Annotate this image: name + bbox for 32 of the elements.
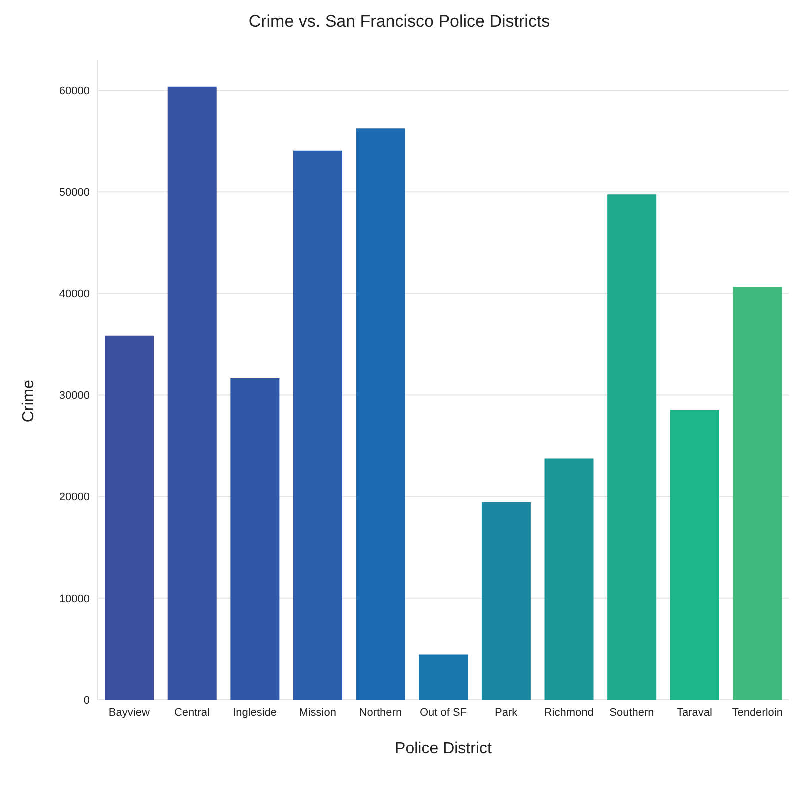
- x-tick-label: Tenderloin: [732, 706, 783, 719]
- x-tick-label: Richmond: [544, 706, 594, 719]
- x-tick-label: Ingleside: [233, 706, 278, 719]
- bar: [293, 150, 342, 700]
- bar: [544, 458, 594, 700]
- x-tick-label: Central: [174, 706, 210, 719]
- x-axis-title: Police District: [395, 740, 493, 758]
- bar: [168, 86, 217, 700]
- x-tick-label: Southern: [610, 706, 654, 719]
- x-tick-label: Out of SF: [420, 706, 468, 719]
- chart-title: Crime vs. San Francisco Police Districts: [248, 11, 552, 33]
- bar: [482, 502, 531, 700]
- y-axis-title: Crime: [20, 380, 38, 423]
- y-tick-label: 60000: [59, 85, 90, 98]
- y-tick-label: 0: [84, 694, 90, 707]
- x-tick-label: Northern: [359, 706, 402, 719]
- x-tick-label: Bayview: [108, 706, 150, 719]
- y-tick-label: 10000: [59, 593, 90, 606]
- bar: [419, 654, 468, 700]
- y-tick-label: 20000: [59, 492, 90, 504]
- bar: [670, 410, 720, 700]
- y-tick-label: 30000: [59, 390, 90, 402]
- y-tick-label: 40000: [59, 288, 90, 301]
- x-tick-label: Park: [495, 706, 518, 719]
- bar: [608, 194, 657, 700]
- x-tick-label: Taraval: [677, 706, 713, 719]
- y-tick-label: 50000: [59, 186, 90, 199]
- bar: [356, 128, 406, 700]
- bar: [105, 336, 154, 700]
- x-tick-label: Mission: [299, 706, 337, 719]
- bar: [230, 378, 280, 700]
- bar: [733, 287, 782, 700]
